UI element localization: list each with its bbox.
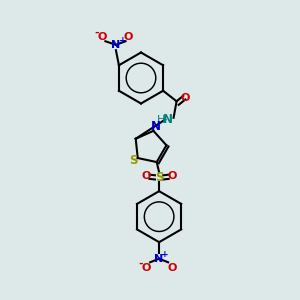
Text: O: O bbox=[124, 32, 133, 42]
Text: H: H bbox=[157, 115, 165, 124]
Text: O: O bbox=[142, 171, 151, 181]
Text: N: N bbox=[151, 120, 160, 133]
Text: O: O bbox=[142, 263, 151, 273]
Text: N: N bbox=[154, 254, 164, 264]
Text: -: - bbox=[95, 28, 99, 38]
Text: N: N bbox=[111, 40, 121, 50]
Text: O: O bbox=[98, 32, 107, 42]
Text: O: O bbox=[167, 171, 176, 181]
Text: -: - bbox=[139, 259, 143, 269]
Text: O: O bbox=[167, 263, 176, 273]
Text: N: N bbox=[163, 113, 172, 126]
Text: O: O bbox=[181, 93, 190, 103]
Text: +: + bbox=[119, 36, 126, 45]
Text: S: S bbox=[155, 171, 164, 184]
Text: +: + bbox=[161, 250, 169, 259]
Text: S: S bbox=[129, 154, 138, 167]
